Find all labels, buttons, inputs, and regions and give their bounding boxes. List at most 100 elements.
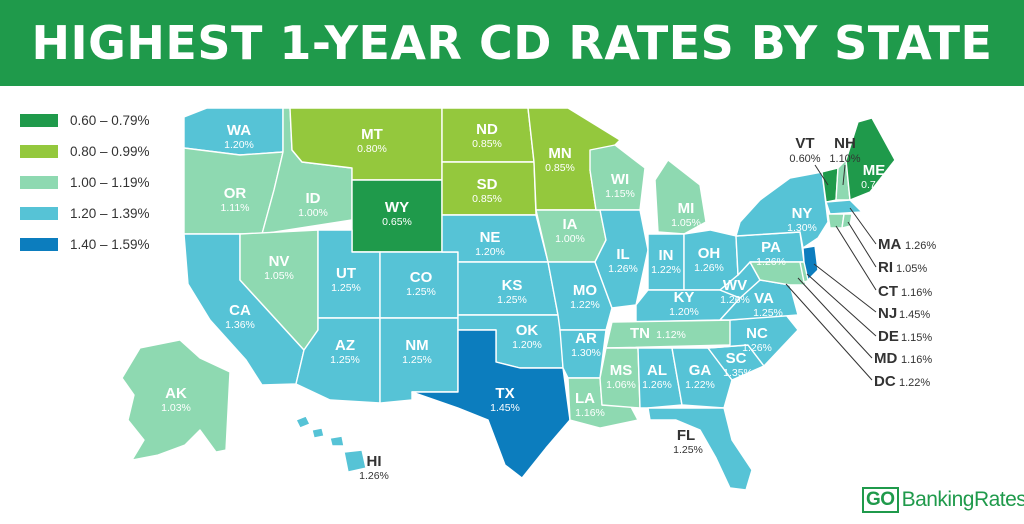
state-label-wy: WY [385,199,409,216]
state-md [749,261,807,286]
legend-swatch [20,237,58,251]
state-rate-nm: 1.25% [402,354,432,366]
state-label-ms: MS [610,362,633,379]
legend-label: 1.40 – 1.59% [70,236,150,252]
state-label-ca: CA [229,302,251,319]
state-label-ar: AR [575,330,597,347]
leader-line [847,221,877,268]
state-rate-co: 1.25% [406,286,436,298]
state-rate-ny: 1.30% [787,222,817,234]
state-ms [599,347,641,409]
state-label-nv: NV [269,253,290,270]
state-rate-mt: 0.80% [357,143,387,155]
state-rate-tn: 1.12% [656,329,686,341]
state-rate-ca: 1.36% [225,319,255,331]
state-rate-ky: 1.20% [669,306,699,318]
state-nj [802,245,819,281]
state-rate-nh: 1.10% [829,153,860,165]
logo-text: BankingRates [901,488,1024,511]
state-label-de: DE [878,328,899,345]
state-rate-vt: 0.60% [789,153,820,165]
state-label-in: IN [659,247,674,264]
state-rate-mi: 1.05% [671,217,701,229]
state-label-ks: KS [502,277,523,294]
state-rate-az: 1.25% [330,354,360,366]
state-rate-wy: 0.65% [382,216,412,228]
state-label-wa: WA [227,122,251,139]
legend-item: 0.80 – 0.99% [20,141,150,161]
leader-line [785,283,873,381]
state-label-co: CO [410,269,433,286]
page-title: HIGHEST 1-YEAR CD RATES BY STATE [31,16,993,70]
state-label-tx: TX [495,385,514,402]
state-label-mt: MT [361,126,383,143]
gobankingrates-logo: GO BankingRates [862,487,1024,513]
state-label-la: LA [575,390,595,407]
state-label-dc: DC [874,373,896,390]
state-rate-id: 1.00% [298,207,328,219]
state-label-ky: KY [674,289,695,306]
state-rate-nd: 0.85% [472,138,502,150]
state-ma [825,199,863,215]
state-rate-nv: 1.05% [264,270,294,282]
state-rate-or: 1.11% [221,202,250,214]
state-rate-ok: 1.20% [512,339,542,351]
state-label-wi: WI [611,171,629,188]
legend-swatch [20,144,58,158]
state-label-ct: CT [878,283,898,300]
state-ny [735,171,829,249]
leader-line [835,225,877,291]
state-tx [411,329,571,479]
title-banner: HIGHEST 1-YEAR CD RATES BY STATE [0,0,1024,86]
state-label-nh: NH [834,135,856,152]
state-ga [671,347,733,409]
state-label-id: ID [306,190,321,207]
state-rate-me: 0.71% [861,179,891,191]
leader-line [842,164,846,186]
state-rate-ak: 1.03% [161,402,191,414]
state-rate-il: 1.26% [608,263,638,275]
state-rate-fl: 1.25% [673,444,703,456]
legend-label: 0.60 – 0.79% [70,112,150,128]
state-rate-ne: 1.20% [475,246,505,258]
state-rate-ia: 1.00% [555,233,585,245]
state-rate-ct: 1.16% [901,287,932,299]
state-rate-pa: 1.26% [756,256,786,268]
leader-line [814,164,829,186]
state-label-il: IL [616,246,629,263]
state-label-mi: MI [678,200,695,217]
state-rate-ks: 1.25% [497,294,527,306]
state-label-az: AZ [335,337,355,354]
state-label-fl: FL [677,427,695,444]
state-rate-la: 1.16% [575,407,605,419]
state-label-mn: MN [548,145,571,162]
state-label-sd: SD [477,176,498,193]
state-label-ut: UT [336,265,356,282]
state-label-ma: MA [878,236,901,253]
legend-item: 1.40 – 1.59% [20,234,150,254]
state-rate-va: 1.25% [753,307,783,319]
state-mi [654,159,707,235]
state-rate-oh: 1.26% [694,262,724,274]
state-al [637,347,683,409]
state-label-mo: MO [573,282,597,299]
state-rate-ga: 1.22% [685,379,715,391]
leader-line [797,277,873,359]
state-hi [295,415,367,473]
state-fl [647,407,753,491]
state-rate-tx: 1.45% [490,402,520,414]
state-rate-wa: 1.20% [224,139,254,151]
legend-swatch [20,113,58,127]
state-rate-mo: 1.22% [570,299,600,311]
state-label-ak: AK [165,385,187,402]
legend: 0.60 – 0.79% 0.80 – 0.99% 1.00 – 1.19% 1… [20,110,150,265]
state-label-nd: ND [476,121,498,138]
legend-label: 1.20 – 1.39% [70,205,150,221]
state-label-nc: NC [746,325,768,342]
state-rate-ri: 1.05% [896,263,927,275]
state-label-al: AL [647,362,667,379]
state-rate-nc: 1.26% [742,342,772,354]
state-label-me: ME [863,162,886,179]
state-rate-ut: 1.25% [331,282,361,294]
